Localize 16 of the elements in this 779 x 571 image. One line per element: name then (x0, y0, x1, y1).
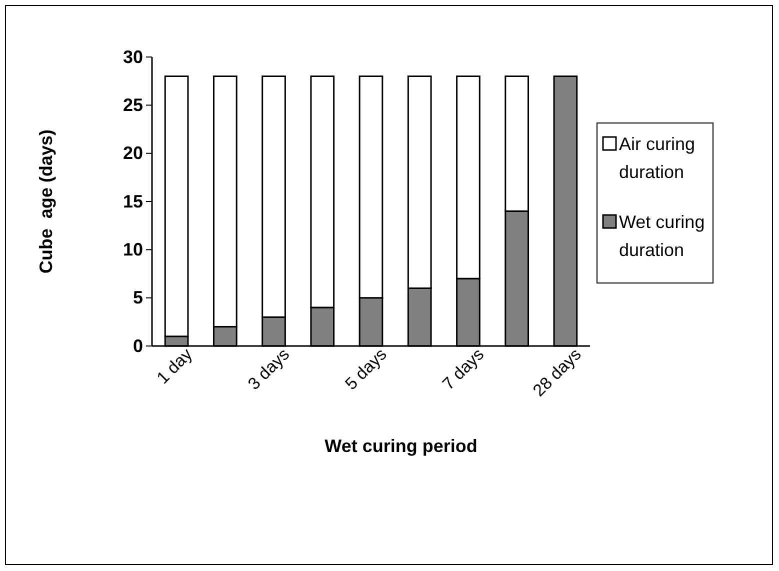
y-tick-label: 10 (122, 239, 143, 260)
x-tick-label: 3 days (244, 344, 294, 394)
y-tick-label: 15 (122, 191, 143, 212)
x-tick-label: 5 days (342, 344, 390, 394)
y-axis-title: Cube age (days) (36, 129, 56, 274)
y-tick-label: 20 (122, 143, 143, 164)
x-axis-title: Wet curing period (324, 436, 478, 456)
legend-label: Wet curing duration (619, 212, 705, 260)
y-tick-label: 5 (132, 288, 143, 308)
y-tick-label: 0 (132, 336, 143, 356)
y-tick-label: 30 (122, 46, 143, 67)
x-tick-label: 7 days (438, 344, 488, 394)
x-tick-label: 1 day (153, 344, 196, 388)
legend-label: Air curing duration (619, 134, 696, 182)
y-tick-label: 25 (122, 94, 143, 115)
x-tick-label: 28 days (529, 344, 585, 400)
